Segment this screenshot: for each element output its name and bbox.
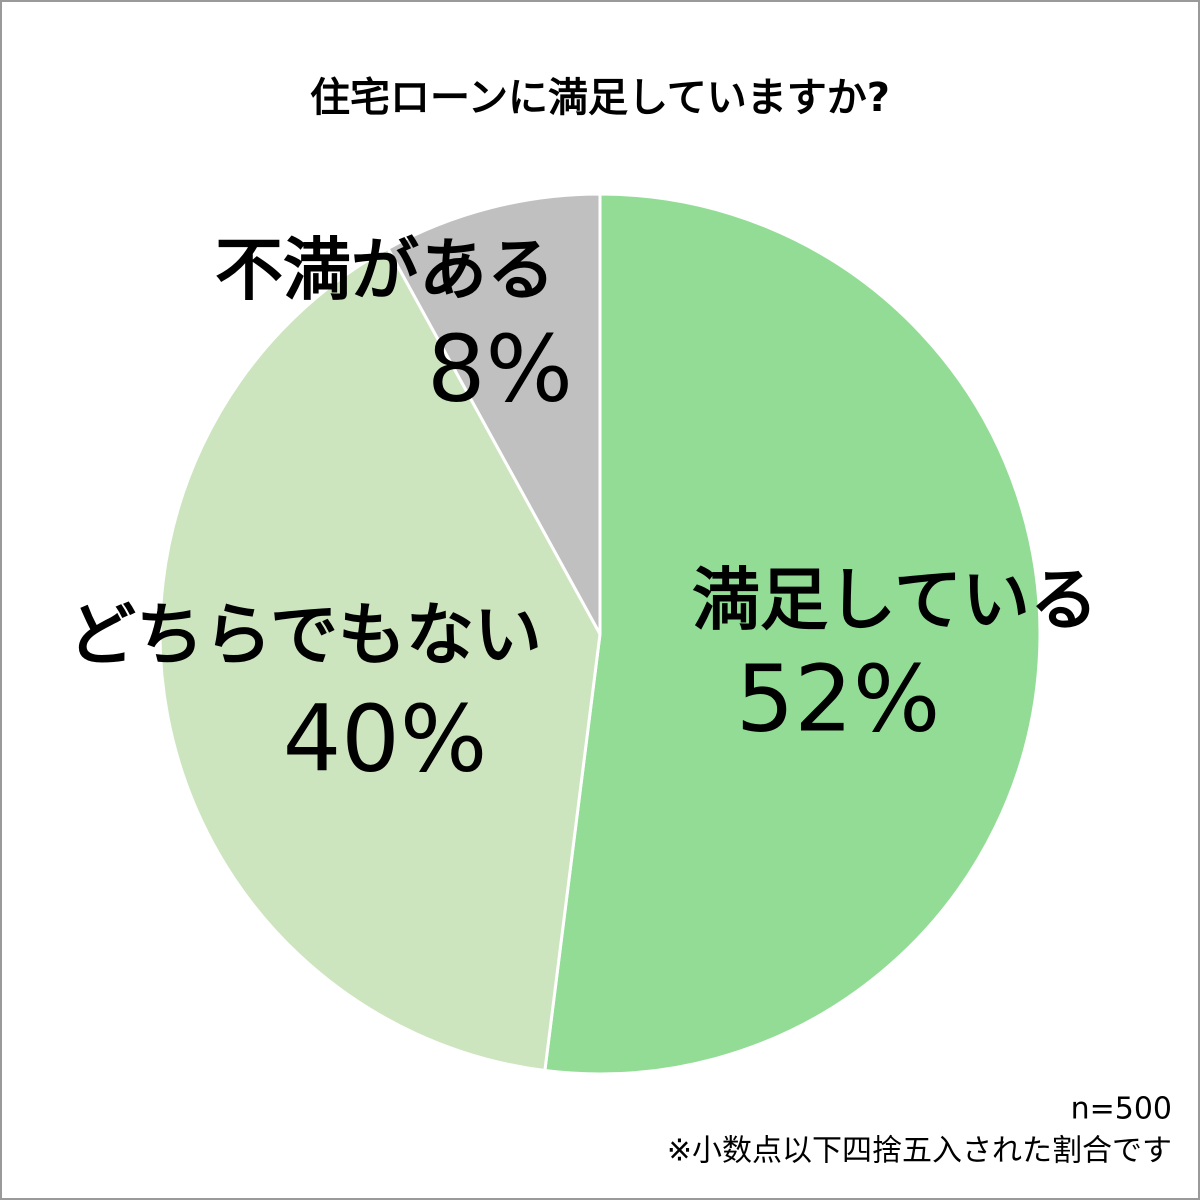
slice-label: 不満がある (215, 232, 555, 311)
pie-slice (543, 192, 1042, 1076)
value-label: 8% (427, 315, 573, 422)
pie-slice (385, 192, 602, 635)
footnote: ※小数点以下四捨五入された割合です (667, 1134, 1172, 1169)
slice-label: どちらでもない (68, 597, 542, 676)
value-label: 52% (736, 645, 940, 752)
footnote: n=500 (1071, 1092, 1172, 1127)
value-label: 40% (283, 685, 487, 792)
pie-slice (158, 246, 602, 1073)
slice-label: 満足している (692, 562, 1098, 641)
chart-title: 住宅ローンに満足していますか? (310, 75, 890, 121)
